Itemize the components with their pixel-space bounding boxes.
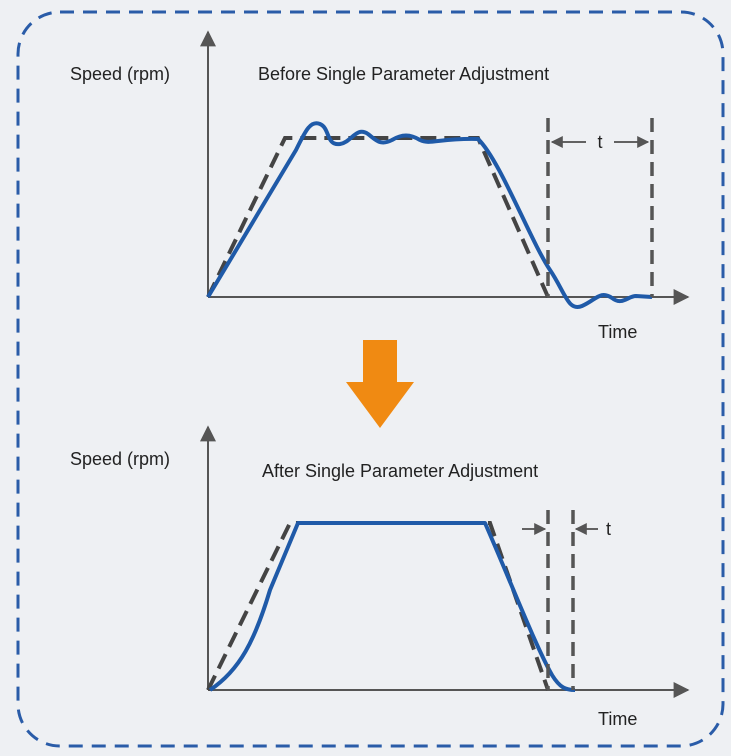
x-label: Time xyxy=(598,709,637,729)
reference-profile xyxy=(206,136,550,298)
chart-after: Speed (rpm) After Single Parameter Adjus… xyxy=(70,425,690,729)
title: After Single Parameter Adjustment xyxy=(262,461,538,481)
interval-label: t xyxy=(606,519,611,539)
y-label: Speed (rpm) xyxy=(70,449,170,469)
x-label: Time xyxy=(598,322,637,342)
speed-curve xyxy=(206,121,653,310)
interval-label: t xyxy=(597,132,602,152)
speed-curve xyxy=(208,521,576,692)
title: Before Single Parameter Adjustment xyxy=(258,64,549,84)
transition-arrow xyxy=(346,340,414,428)
chart-before: Speed (rpm) Before Single Parameter Adju… xyxy=(70,30,690,342)
y-label: Speed (rpm) xyxy=(70,64,170,84)
